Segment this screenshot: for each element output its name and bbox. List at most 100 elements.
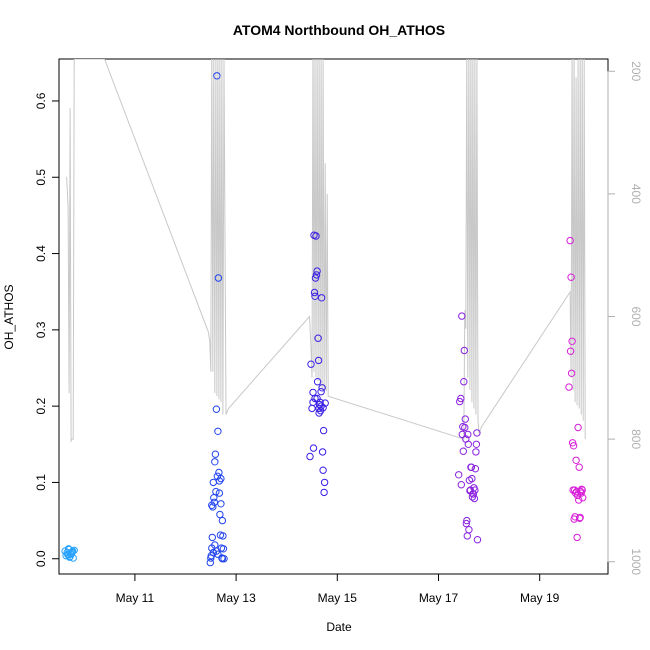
data-point xyxy=(461,415,469,423)
y-tick-label: 0.6 xyxy=(34,92,48,109)
data-point xyxy=(461,423,469,432)
data-point xyxy=(220,555,228,563)
data-point xyxy=(471,465,480,473)
data-point xyxy=(575,496,583,504)
data-point xyxy=(569,442,578,450)
data-point xyxy=(460,378,468,386)
y-tick-label: 0.2 xyxy=(34,397,48,414)
data-point xyxy=(565,383,573,391)
data-point xyxy=(567,273,575,281)
data-point xyxy=(211,450,220,458)
data-point xyxy=(319,466,327,474)
data-point xyxy=(206,558,215,567)
data-point xyxy=(67,548,76,557)
x-tick-label: May 15 xyxy=(318,591,358,605)
chart-title: ATOM4 Northbound OH_ATHOS xyxy=(233,22,445,38)
data-point xyxy=(578,486,586,494)
data-point xyxy=(463,516,471,525)
data-point xyxy=(473,429,481,437)
x-axis-label: Date xyxy=(326,620,352,634)
y-tick-label: 0.4 xyxy=(34,245,48,262)
series-2 xyxy=(206,72,228,567)
data-point xyxy=(311,394,319,403)
data-point xyxy=(568,439,577,447)
data-point xyxy=(311,292,319,300)
y2-tick-label: 400 xyxy=(629,184,643,204)
data-point xyxy=(209,478,218,487)
data-point xyxy=(577,489,585,497)
data-point xyxy=(460,346,468,355)
x-tick-label: May 11 xyxy=(116,591,155,605)
y-tick-label: 0.1 xyxy=(34,474,48,491)
data-point xyxy=(576,513,584,522)
data-point xyxy=(320,488,328,497)
data-point xyxy=(318,448,327,456)
data-point xyxy=(219,532,227,540)
data-point xyxy=(214,427,222,435)
data-points xyxy=(61,72,587,567)
data-point xyxy=(308,404,316,413)
data-point xyxy=(309,398,317,406)
data-point xyxy=(319,404,327,412)
data-point xyxy=(320,478,329,487)
data-point xyxy=(317,402,325,410)
data-point xyxy=(464,440,472,448)
data-point xyxy=(307,360,315,368)
data-point xyxy=(473,536,482,544)
data-point xyxy=(457,394,465,403)
data-point xyxy=(464,430,472,439)
data-point xyxy=(62,552,70,560)
data-point xyxy=(215,468,223,477)
data-point xyxy=(319,426,328,435)
data-point xyxy=(313,394,321,403)
data-point xyxy=(218,516,227,525)
data-point xyxy=(215,477,224,485)
data-point xyxy=(318,384,326,392)
data-point xyxy=(215,489,224,497)
data-point xyxy=(66,549,75,558)
data-point xyxy=(468,474,476,483)
data-point xyxy=(63,550,72,558)
data-point xyxy=(458,430,466,439)
y-axis: 0.0 0.1 0.2 0.3 0.4 0.5 0.6 xyxy=(34,92,60,567)
y-tick-label: 0.5 xyxy=(34,169,48,186)
x-tick-label: May 19 xyxy=(520,591,560,605)
data-point xyxy=(212,487,220,496)
y-tick-label: 0.3 xyxy=(34,321,48,338)
altitude-line xyxy=(66,59,586,443)
data-point xyxy=(317,388,325,396)
data-point xyxy=(467,463,476,471)
data-point xyxy=(571,513,579,521)
data-point xyxy=(457,481,465,489)
series-3 xyxy=(306,231,329,497)
data-point xyxy=(314,334,322,342)
series-4 xyxy=(455,312,482,544)
data-point xyxy=(459,447,467,455)
x-tick-label: May 13 xyxy=(216,591,256,605)
secondary-y-axis: 200 400 600 800 1000 xyxy=(607,61,643,575)
data-point xyxy=(579,494,587,502)
y2-tick-label: 1000 xyxy=(629,548,643,575)
data-point xyxy=(468,493,477,501)
data-point xyxy=(310,288,319,297)
data-point xyxy=(463,532,471,540)
y2-tick-label: 200 xyxy=(629,61,643,81)
data-point xyxy=(575,463,583,471)
x-tick-label: May 17 xyxy=(419,591,459,605)
data-point xyxy=(568,337,576,345)
series-5 xyxy=(565,236,587,542)
data-point xyxy=(572,456,580,464)
data-point xyxy=(566,347,575,355)
data-point xyxy=(313,378,322,386)
data-point xyxy=(315,409,323,417)
data-point xyxy=(210,498,219,506)
y-axis-label: OH_ATHOS xyxy=(2,284,16,349)
data-point xyxy=(465,526,473,534)
y2-tick-label: 600 xyxy=(629,306,643,326)
data-point xyxy=(311,274,320,282)
x-axis: May 11 May 13 May 15 May 17 May 19 xyxy=(116,573,560,605)
y2-tick-label: 800 xyxy=(629,429,643,449)
data-point xyxy=(470,494,479,503)
data-point xyxy=(216,510,224,519)
